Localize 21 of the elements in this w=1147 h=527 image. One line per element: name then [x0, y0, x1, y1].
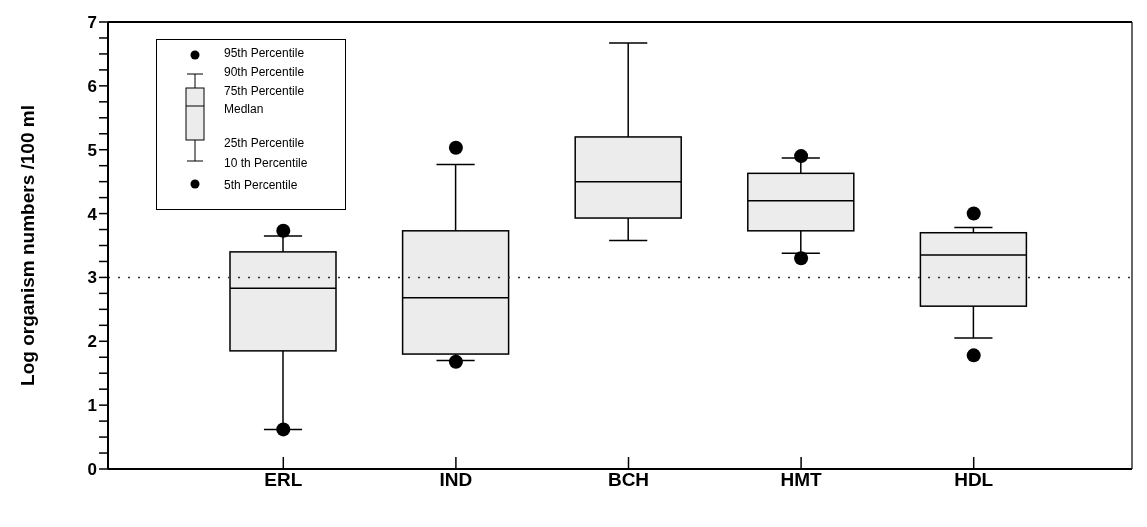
y-tick-label: 7 [87, 13, 97, 33]
annotation: 25th Percentile [224, 136, 305, 150]
y-tick-label: 5 [87, 140, 97, 160]
x-tick-label: ERL [264, 469, 303, 491]
y-tick-label: 1 [87, 396, 97, 416]
annotation: Medlan [224, 102, 264, 116]
y-tick-label: 4 [87, 204, 98, 224]
x-tick-label: BCH [607, 469, 650, 491]
y-tick-label: 0 [87, 460, 97, 480]
annotation: 10 th Percentile [224, 156, 308, 170]
annotation: 90th Percentile [224, 65, 305, 79]
annotation: 5th Percentile [224, 178, 298, 192]
annotation: 95th Percentile [224, 46, 305, 60]
y-tick-label: 6 [87, 76, 97, 96]
y-tick-label: 2 [87, 332, 97, 352]
y-tick-label: 3 [87, 268, 97, 288]
annotation: 75th Percentile [224, 84, 305, 98]
x-tick-label: HDL [954, 469, 994, 491]
x-tick-label: HMT [780, 469, 823, 491]
x-tick-label: IND [439, 469, 473, 491]
y-axis-title: Log organism numbers /100 ml [16, 105, 38, 386]
